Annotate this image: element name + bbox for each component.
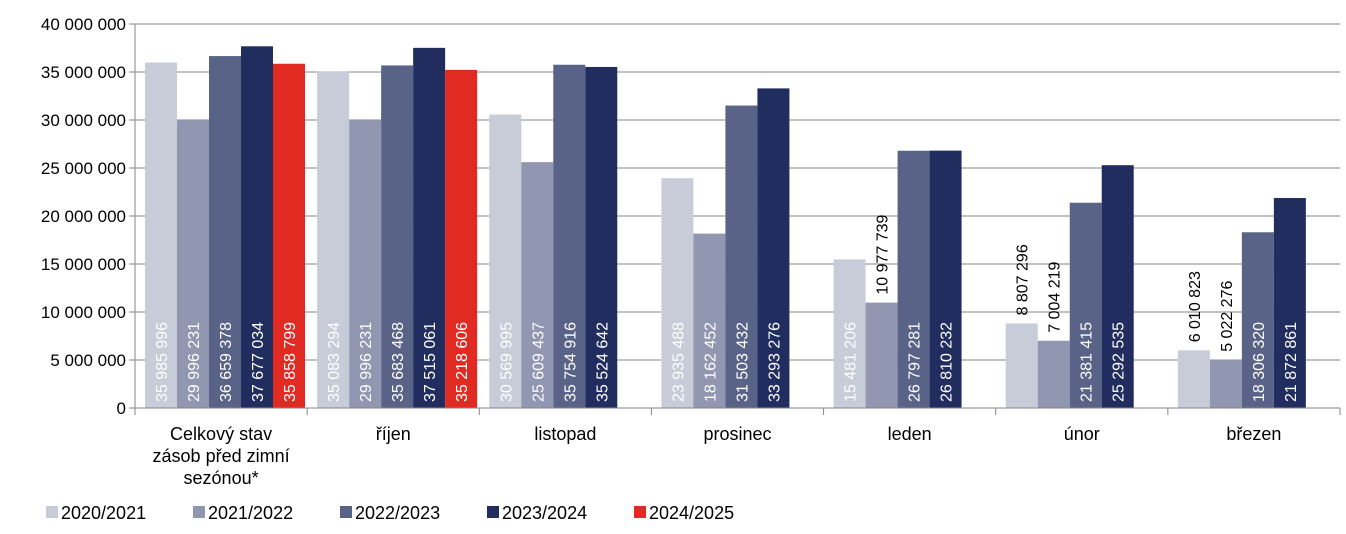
data-label: 35 083 294 xyxy=(326,322,343,402)
bar xyxy=(1101,165,1134,408)
data-label: 26 810 232 xyxy=(939,322,956,402)
x-tick-label: leden xyxy=(888,424,932,444)
x-tick-label: sezónou* xyxy=(184,468,259,488)
legend-swatch xyxy=(340,506,352,518)
legend-label: 2022/2023 xyxy=(355,503,440,523)
bar xyxy=(445,69,478,409)
bar xyxy=(865,302,898,408)
bar xyxy=(1273,198,1306,408)
bar xyxy=(241,46,273,408)
data-label: 37 515 061 xyxy=(422,322,439,402)
data-label: 15 481 206 xyxy=(843,322,860,402)
legend-swatch xyxy=(193,506,205,518)
y-tick-label: 10 000 000 xyxy=(41,303,126,322)
bar xyxy=(209,56,241,408)
bar xyxy=(349,120,382,408)
data-label: 37 677 034 xyxy=(250,322,267,402)
data-label: 8 807 296 xyxy=(1015,244,1032,315)
bar xyxy=(381,65,414,408)
x-tick-label: zásob před zimní xyxy=(153,446,290,466)
data-label: 21 381 415 xyxy=(1079,322,1096,402)
bar xyxy=(585,66,618,408)
bar xyxy=(929,150,962,409)
bar xyxy=(177,120,209,408)
y-tick-label: 0 xyxy=(117,399,126,418)
bar xyxy=(725,105,758,409)
legend-label: 2020/2021 xyxy=(61,503,146,523)
data-label: 36 659 378 xyxy=(218,322,235,402)
data-label: 33 293 276 xyxy=(766,322,783,402)
bar xyxy=(553,64,586,408)
x-tick-label: únor xyxy=(1064,424,1100,444)
bar xyxy=(1069,202,1102,408)
legend-swatch xyxy=(634,506,646,518)
legend-label: 2023/2024 xyxy=(502,503,587,523)
bar xyxy=(1209,359,1242,408)
data-label: 25 609 437 xyxy=(530,322,547,402)
data-label: 10 977 739 xyxy=(875,214,892,294)
axes: 0 5 000 000 10 000 000 15 000 000 20 000 000… xyxy=(41,15,1341,488)
data-label: 23 935 488 xyxy=(670,322,687,402)
data-label: 35 683 468 xyxy=(390,322,407,402)
data-label: 29 996 231 xyxy=(186,322,203,402)
bar xyxy=(489,114,522,408)
bar xyxy=(317,71,350,408)
data-label: 18 162 452 xyxy=(702,322,719,402)
data-label: 29 996 231 xyxy=(358,322,375,402)
legend-swatch xyxy=(487,506,499,518)
data-label: 7 004 219 xyxy=(1047,261,1064,332)
bar xyxy=(1037,340,1070,408)
bars xyxy=(145,46,1306,409)
x-tick-label: Celkový stav xyxy=(170,424,272,444)
bar xyxy=(1005,323,1038,408)
bar xyxy=(833,259,866,408)
x-tick-label: listopad xyxy=(534,424,596,444)
legend-label: 2024/2025 xyxy=(649,503,734,523)
data-labels: 35 985 996 35 083 294 30 569 995 23 935 488… xyxy=(154,214,1300,402)
data-label: 35 754 916 xyxy=(562,322,579,402)
x-tick-label: prosinec xyxy=(703,424,771,444)
y-tick-label: 40 000 000 xyxy=(41,15,126,34)
data-label: 30 569 995 xyxy=(498,322,515,402)
data-label: 35 858 799 xyxy=(282,322,299,402)
data-label: 6 010 823 xyxy=(1187,271,1204,342)
bar xyxy=(413,47,446,409)
data-label: 21 872 861 xyxy=(1283,322,1300,402)
y-tick-label: 15 000 000 xyxy=(41,255,126,274)
bar xyxy=(661,178,694,408)
bar xyxy=(1241,232,1274,408)
bar xyxy=(897,150,930,409)
y-tick-label: 5 000 000 xyxy=(50,351,126,370)
bar xyxy=(1177,350,1210,408)
x-tick-label: březen xyxy=(1226,424,1281,444)
legend-swatch xyxy=(46,506,58,518)
y-tick-label: 35 000 000 xyxy=(41,63,126,82)
data-label: 26 797 281 xyxy=(907,322,924,402)
x-tick-label: říjen xyxy=(376,424,411,444)
data-label: 18 306 320 xyxy=(1251,322,1268,402)
data-label: 5 022 276 xyxy=(1219,281,1236,352)
y-tick-label: 30 000 000 xyxy=(41,111,126,130)
y-tick-label: 25 000 000 xyxy=(41,159,126,178)
data-label: 35 218 606 xyxy=(454,322,471,402)
data-label: 35 985 996 xyxy=(154,322,171,402)
bar xyxy=(693,233,726,408)
data-label: 25 292 535 xyxy=(1111,322,1128,402)
bar xyxy=(521,162,554,408)
y-tick-label: 20 000 000 xyxy=(41,207,126,226)
data-label: 31 503 432 xyxy=(734,322,751,402)
legend-label: 2021/2022 xyxy=(208,503,293,523)
data-label: 35 524 642 xyxy=(594,322,611,402)
bar xyxy=(757,88,790,408)
bar xyxy=(145,62,177,409)
legend: 2020/2021 2021/2022 2022/2023 2023/2024 2024… xyxy=(46,503,734,523)
bar xyxy=(273,63,305,409)
